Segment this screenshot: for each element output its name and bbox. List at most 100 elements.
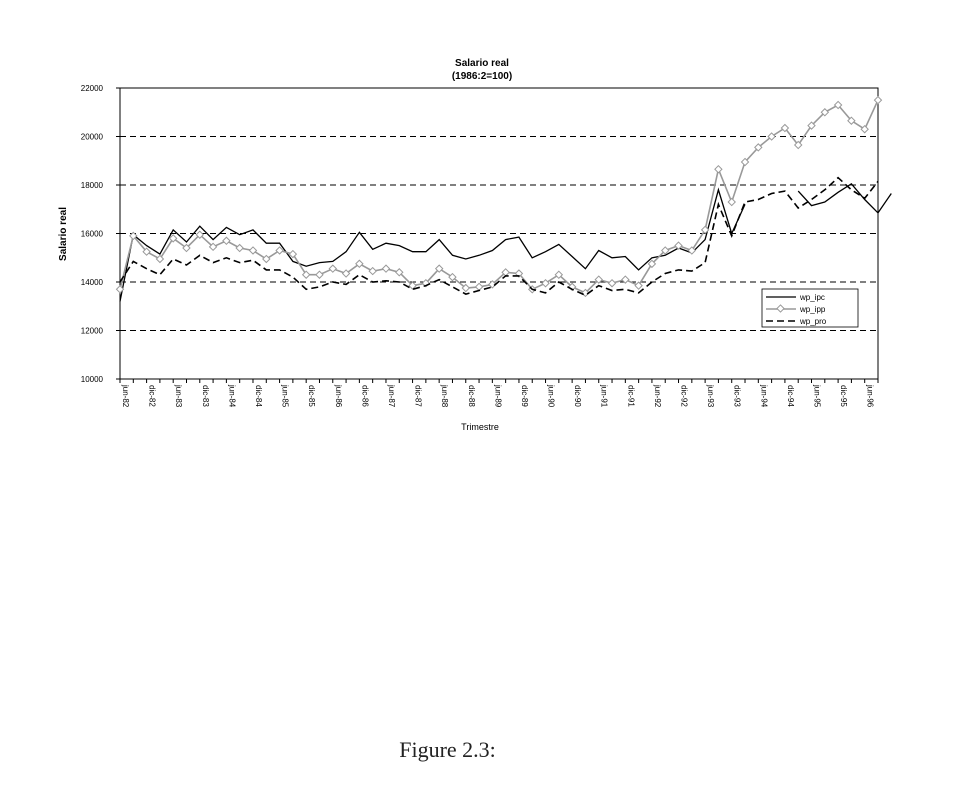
data-point-wp-ipp <box>461 283 471 293</box>
data-point-wp-ipp <box>594 275 603 284</box>
x-tick-label: jun-83 <box>174 384 183 408</box>
gridlines <box>120 136 878 331</box>
data-point-wp-ipp <box>674 241 683 250</box>
data-point-wp-ipp <box>860 124 869 134</box>
x-tick-label: jun-95 <box>813 384 822 408</box>
y-tick-label: 16000 <box>81 230 104 239</box>
data-point-wp-ipp <box>647 259 657 269</box>
data-point-wp-ipp <box>288 249 298 259</box>
x-tick-label: jun-88 <box>440 384 449 408</box>
y-tick-label: 10000 <box>81 375 104 384</box>
series-line-wp-ipp <box>119 99 879 294</box>
data-point-wp-ipp <box>208 242 218 252</box>
data-point-wp-ipp <box>142 247 151 256</box>
x-tick-label: jun-82 <box>121 384 130 408</box>
data-point-wp-ipp <box>607 278 617 288</box>
data-point-wp-ipp <box>501 268 510 277</box>
data-point-wp-ipp <box>541 278 550 288</box>
data-point-wp-ipp <box>434 264 444 273</box>
x-tick-label: jun-84 <box>227 384 236 408</box>
x-tick-label: jun-90 <box>547 384 556 408</box>
x-tick-label: jun-94 <box>759 384 768 408</box>
x-tick-label: dic-88 <box>467 385 476 407</box>
data-point-wp-ipp <box>408 281 417 290</box>
data-point-wp-ipp <box>873 95 883 105</box>
x-tick-label: dic-95 <box>839 385 848 407</box>
data-point-wp-ipp <box>700 225 710 235</box>
legend: wp_ipc wp_ipp wp_pro <box>761 288 859 328</box>
x-tick-label: dic-94 <box>786 385 795 407</box>
data-point-wp-ipp <box>115 285 125 294</box>
data-point-wp-ipp <box>807 121 816 130</box>
legend-label-wp-ipc: wp_ipc <box>799 293 825 302</box>
data-point-wp-ipp <box>395 268 404 277</box>
x-tick-label: dic-93 <box>733 385 742 407</box>
series-group <box>115 95 892 302</box>
x-tick-label: jun-85 <box>281 384 290 408</box>
x-tick-label: dic-92 <box>680 385 689 407</box>
data-point-wp-ipp <box>488 280 497 289</box>
series-line-wp-pro <box>119 176 879 297</box>
data-point-wp-ipp <box>847 116 856 125</box>
x-tick-label: dic-90 <box>573 385 582 407</box>
legend-label-wp-ipp: wp_ipp <box>799 305 826 314</box>
data-point-wp-ipp <box>248 246 258 255</box>
data-point-wp-ipp <box>767 132 776 141</box>
x-tick-label: dic-82 <box>148 385 157 407</box>
y-tick-label: 14000 <box>81 278 104 287</box>
data-point-wp-ipp <box>621 275 630 284</box>
x-tick-label: jun-86 <box>334 384 343 408</box>
x-tick-label: dic-83 <box>201 385 210 407</box>
x-tick-label: jun-93 <box>706 384 715 408</box>
data-point-wp-ipp <box>634 281 643 290</box>
figure-caption: Figure 2.3: <box>399 737 496 762</box>
x-tick-label: jun-96 <box>866 384 875 408</box>
data-point-wp-ipp <box>235 243 244 253</box>
series-line-wp-ipc <box>797 182 892 214</box>
series-line-wp-ipc <box>119 187 746 302</box>
x-tick-label: jun-87 <box>387 384 396 408</box>
axes: 10000 12000 14000 16000 18000 20000 22000 jun-8… <box>81 84 879 408</box>
data-point-wp-ipp <box>581 288 590 298</box>
x-tick-label: jun-92 <box>653 384 662 408</box>
data-point-wp-ipp <box>793 140 803 150</box>
y-axis-label: Salario real <box>58 207 69 261</box>
data-point-wp-ipp <box>301 270 311 279</box>
x-axis-label: Trimestre <box>461 422 499 432</box>
data-point-wp-ipp <box>381 264 391 273</box>
data-point-wp-ipp <box>168 234 178 243</box>
data-point-wp-ipp <box>660 246 670 255</box>
data-point-wp-ipp <box>687 246 697 255</box>
data-point-wp-ipp <box>341 269 351 278</box>
chart-subtitle: (1986:2=100) <box>452 71 512 82</box>
data-point-wp-ipp <box>275 246 284 255</box>
data-point-wp-ipp <box>448 272 457 282</box>
data-point-wp-ipp <box>182 243 191 253</box>
data-point-wp-ipp <box>328 264 338 273</box>
data-point-wp-ipp <box>262 254 271 264</box>
data-point-wp-ipp <box>714 164 723 174</box>
x-tick-label: dic-91 <box>626 385 635 407</box>
y-tick-label: 22000 <box>81 84 104 93</box>
data-point-wp-ipp <box>820 108 830 117</box>
data-point-wp-ipp <box>195 230 205 239</box>
data-point-wp-ipp <box>129 231 138 241</box>
data-point-wp-ipp <box>727 197 736 207</box>
data-point-wp-ipp <box>740 157 750 167</box>
x-tick-label: dic-86 <box>360 385 369 407</box>
data-point-wp-ipp <box>833 100 843 110</box>
data-point-wp-ipp <box>554 270 564 279</box>
data-point-wp-ipp <box>155 254 165 264</box>
x-tick-label: dic-85 <box>307 385 316 407</box>
data-point-wp-ipp <box>754 143 763 152</box>
x-tick-label: dic-84 <box>254 385 263 407</box>
data-point-wp-ipp <box>368 266 377 276</box>
data-point-wp-ipp <box>474 282 484 292</box>
y-tick-label: 18000 <box>81 181 104 190</box>
x-tick-label: jun-89 <box>493 384 502 408</box>
data-point-wp-ipp <box>355 259 364 269</box>
legend-marker-wp-ipp <box>776 304 785 313</box>
data-point-wp-ipp <box>780 123 790 133</box>
